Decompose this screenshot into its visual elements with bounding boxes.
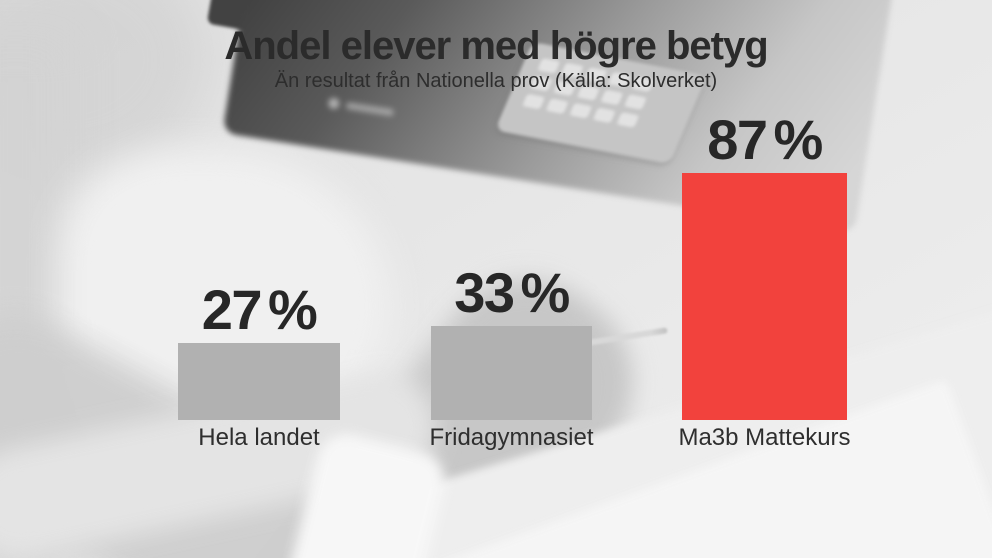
percent-sign: %: [773, 108, 824, 172]
bar: [178, 343, 340, 420]
value-number: 27: [201, 278, 263, 342]
bar: [431, 326, 592, 420]
value-label: 87 %: [707, 108, 824, 172]
chart-title: Andel elever med högre betyg: [224, 24, 768, 68]
value-number: 33: [454, 261, 515, 325]
percent-sign: %: [268, 278, 318, 342]
category-label: Hela landet: [198, 424, 320, 451]
bar-group-hela-landet: 27 % Hela landet: [178, 278, 340, 451]
category-label: Ma3b Mattekurs: [678, 424, 851, 451]
bar-group-fridagymnasiet: 33 % Fridagymnasiet: [429, 261, 593, 451]
value-label: 27 %: [201, 278, 318, 342]
bar-group-ma3b-mattekurs: 87 % Ma3b Mattekurs: [678, 108, 850, 451]
bar: [682, 173, 847, 420]
value-number: 87: [707, 108, 768, 172]
percent-sign: %: [520, 261, 571, 325]
category-label: Fridagymnasiet: [429, 424, 594, 451]
value-label: 33 %: [454, 261, 571, 325]
chart-subtitle: Än resultat från Nationella prov (Källa:…: [274, 70, 718, 92]
